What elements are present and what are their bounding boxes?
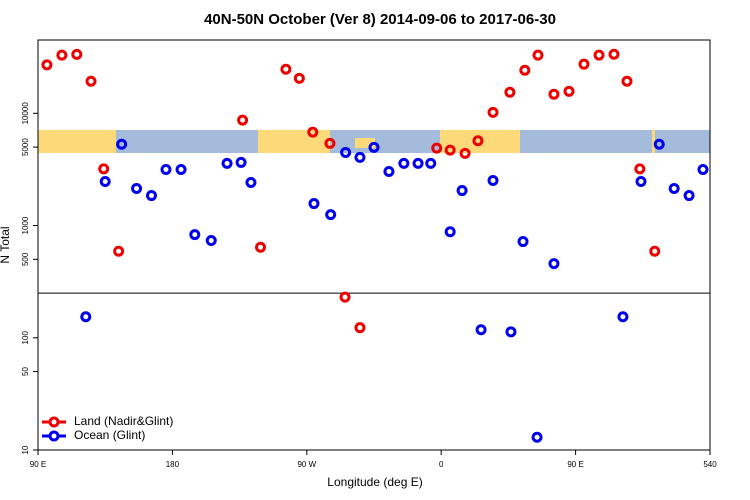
- point: [412, 157, 424, 169]
- x-axis-label: Longitude (deg E): [327, 475, 422, 489]
- point: [634, 163, 646, 175]
- point: [308, 198, 320, 210]
- plot-frame: [37, 39, 711, 451]
- point: [431, 142, 443, 154]
- point: [617, 311, 629, 323]
- x-tick-label: 180: [166, 460, 180, 469]
- point: [425, 157, 437, 169]
- y-tick-label: 10: [21, 445, 30, 454]
- point: [368, 141, 380, 153]
- y-tick-label: 5000: [21, 138, 30, 156]
- legend-marker: [48, 430, 60, 442]
- point: [293, 72, 305, 84]
- y-axis-label: N Total: [0, 226, 12, 263]
- point: [456, 185, 468, 197]
- point: [683, 190, 695, 202]
- point: [131, 182, 143, 194]
- y-tick-label: 500: [21, 252, 30, 266]
- point: [221, 157, 233, 169]
- point: [85, 75, 97, 87]
- point: [697, 163, 709, 175]
- point: [444, 226, 456, 238]
- point: [80, 311, 92, 323]
- y-tick-label: 10000: [21, 102, 30, 125]
- point: [621, 75, 633, 87]
- point: [280, 63, 292, 75]
- point: [563, 85, 575, 97]
- point: [245, 176, 257, 188]
- chart-title: 40N-50N October (Ver 8) 2014-09-06 to 20…: [204, 11, 556, 28]
- point: [339, 291, 351, 303]
- point: [145, 190, 157, 202]
- point: [71, 48, 83, 60]
- y-tick-label: 1000: [21, 216, 30, 234]
- point: [487, 174, 499, 186]
- point: [56, 49, 68, 61]
- point: [593, 49, 605, 61]
- point: [459, 147, 471, 159]
- point: [635, 175, 647, 187]
- point: [160, 163, 172, 175]
- point: [307, 126, 319, 138]
- point: [653, 138, 665, 150]
- x-tick-label: 540: [703, 460, 717, 469]
- point: [41, 59, 53, 71]
- x-tick-label: 0: [439, 460, 444, 469]
- point: [98, 163, 110, 175]
- point: [116, 138, 128, 150]
- x-tick-label: 90 W: [297, 460, 316, 469]
- point: [340, 146, 352, 158]
- y-tick-label: 50: [21, 367, 30, 376]
- x-tick-label: 90 E: [567, 460, 583, 469]
- point: [354, 322, 366, 334]
- point: [505, 326, 517, 338]
- point: [475, 324, 487, 336]
- point: [532, 49, 544, 61]
- y-tick-label: 100: [21, 331, 30, 345]
- point: [175, 163, 187, 175]
- point: [531, 431, 543, 443]
- legend-label: Ocean (Glint): [74, 428, 145, 442]
- point: [205, 235, 217, 247]
- point: [548, 88, 560, 100]
- legend-marker: [48, 416, 60, 428]
- point: [487, 106, 499, 118]
- map-strip: [38, 130, 710, 153]
- point: [99, 175, 111, 187]
- point: [189, 229, 201, 241]
- point: [383, 166, 395, 178]
- point: [398, 157, 410, 169]
- x-tick-label: 90 E: [30, 460, 46, 469]
- point: [237, 114, 249, 126]
- point: [548, 258, 560, 270]
- point: [517, 236, 529, 248]
- point: [519, 64, 531, 76]
- point: [235, 156, 247, 168]
- point: [504, 86, 516, 98]
- point: [354, 151, 366, 163]
- point: [668, 182, 680, 194]
- point: [578, 58, 590, 70]
- point: [324, 137, 336, 149]
- point: [444, 144, 456, 156]
- point: [325, 209, 337, 221]
- point: [472, 135, 484, 147]
- point: [255, 241, 267, 253]
- point: [608, 48, 620, 60]
- point: [113, 245, 125, 257]
- legend-label: Land (Nadir&Glint): [74, 414, 173, 428]
- point: [649, 245, 661, 257]
